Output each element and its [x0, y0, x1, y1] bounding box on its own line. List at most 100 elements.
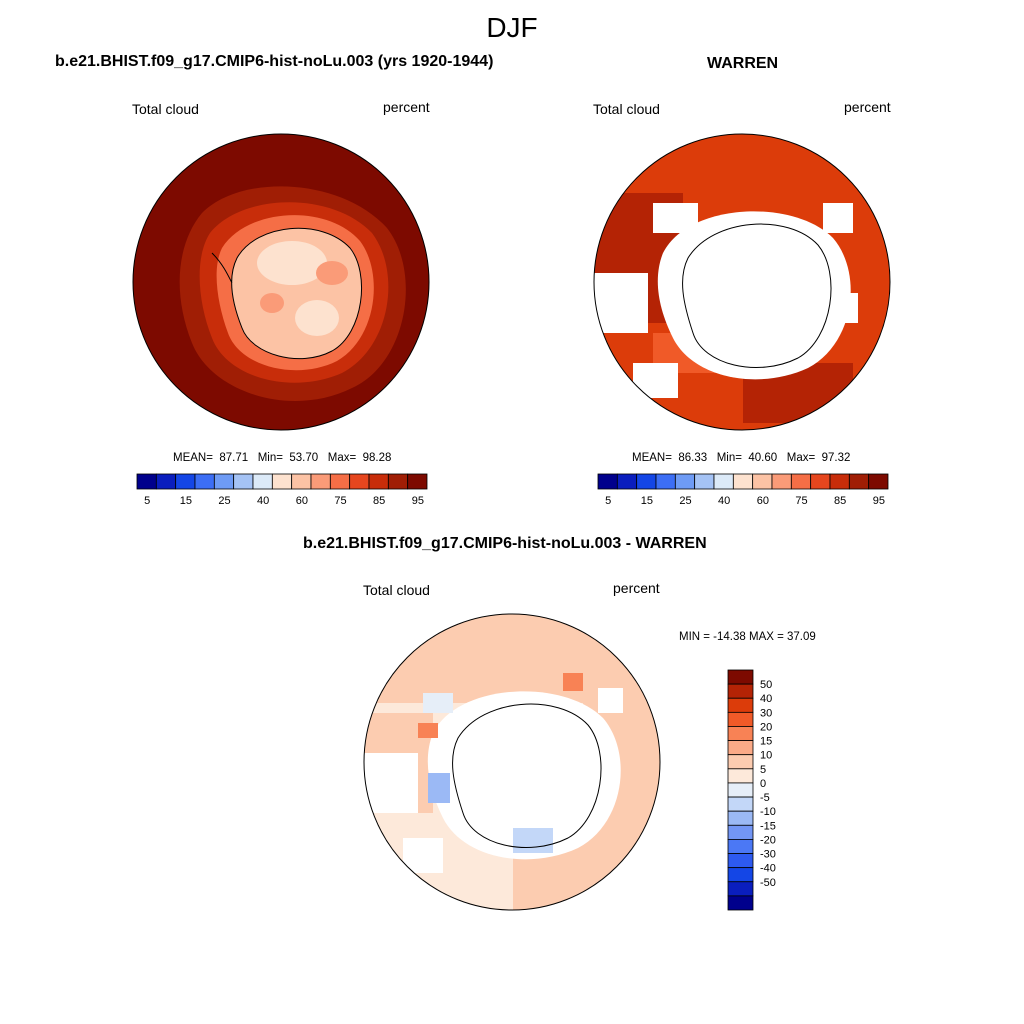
colorbar-box: [727, 740, 754, 756]
colorbar-box: [732, 473, 754, 490]
colorbar-box: [727, 796, 754, 812]
continent-interior-low: [257, 241, 327, 285]
colorbar-box: [727, 768, 754, 784]
colorbar-tick-label: -20: [760, 834, 776, 846]
right-polar-map: [593, 133, 891, 431]
colorbar-box: [291, 473, 312, 490]
colorbar-tick-label: -15: [760, 820, 776, 832]
colorbar-box: [810, 473, 831, 490]
min-value: 53.70: [289, 452, 319, 464]
diff-variable-label: Total cloud: [363, 582, 430, 598]
left-stats: MEAN= 87.71 Min= 53.70 Max= 98.28: [173, 452, 391, 464]
left-units-label: percent: [383, 99, 430, 115]
colorbar-box: [175, 473, 196, 490]
left-variable-label: Total cloud: [132, 101, 199, 117]
colorbar-box: [329, 473, 351, 490]
continent-interior-mid: [260, 293, 284, 313]
colorbar-tick-label: 75: [795, 495, 807, 507]
missing-block: [823, 203, 853, 233]
missing-block: [833, 293, 858, 323]
colorbar-tick-label: 95: [873, 495, 885, 507]
colorbar-box: [727, 697, 754, 713]
colorbar-tick-label: -30: [760, 849, 776, 861]
continent-coastline: [452, 703, 602, 849]
diff-panel-title: b.e21.BHIST.f09_g17.CMIP6-hist-noLu.003 …: [303, 535, 707, 552]
continent-coastline: [211, 227, 362, 360]
max-value: 97.32: [821, 452, 851, 464]
negative-anomaly: [513, 828, 553, 853]
mean-label: MEAN=: [173, 452, 213, 464]
min-label: Min=: [716, 452, 742, 464]
colorbar-tick-label: 15: [180, 495, 192, 507]
colorbar-tick-label: 30: [760, 707, 772, 719]
missing-block: [403, 838, 443, 873]
min-label: Min=: [257, 452, 283, 464]
colorbar-tick-label: 75: [334, 495, 346, 507]
colorbar-box: [136, 473, 157, 490]
colorbar-box: [727, 726, 754, 741]
continent-interior-mid: [316, 261, 348, 285]
colorbar-box: [349, 473, 370, 490]
colorbar-tick-label: 40: [257, 495, 269, 507]
max-label: Max=: [327, 452, 357, 464]
max-value: 98.28: [362, 452, 392, 464]
missing-block: [364, 753, 418, 813]
colorbar-box: [727, 810, 754, 826]
colorbar-box: [752, 473, 773, 490]
diff-units-label: percent: [613, 580, 660, 596]
negative-anomaly: [423, 693, 453, 713]
colorbar-tick-label: -50: [760, 877, 776, 889]
left-polar-map: [132, 133, 430, 431]
colorbar-tick-label: 50: [760, 679, 772, 691]
colorbar-tick-label: -5: [760, 792, 770, 804]
colorbar-box: [829, 473, 850, 490]
colorbar-tick-label: -10: [760, 806, 776, 818]
colorbar-box: [848, 473, 870, 490]
colorbar-tick-label: 15: [760, 736, 772, 748]
positive-anomaly: [418, 723, 438, 738]
continent-interior-low: [295, 300, 339, 336]
colorbar-box: [213, 473, 235, 490]
colorbar-tick-label: 25: [218, 495, 230, 507]
left-colorbar: 5 15 25 40 60 75 85 95: [136, 473, 428, 507]
colorbar-tick-label: 5: [605, 495, 611, 507]
colorbar-box: [407, 473, 428, 490]
right-stats: MEAN= 86.33 Min= 40.60 Max= 97.32: [632, 452, 850, 464]
right-colorbar: 5 15 25 40 60 75 85 95: [597, 473, 889, 507]
colorbar-tick-label: 5: [760, 764, 766, 776]
colorbar-box: [727, 754, 754, 770]
colorbar-box: [387, 473, 409, 490]
colorbar-box: [233, 473, 254, 490]
missing-block: [633, 363, 678, 398]
colorbar-box: [790, 473, 812, 490]
colorbar-box: [616, 473, 638, 490]
right-variable-label: Total cloud: [593, 101, 660, 117]
map-border: [363, 613, 661, 911]
colorbar-box: [155, 473, 177, 490]
colorbar-tick-label: 0: [760, 778, 766, 790]
colorbar-box: [771, 473, 792, 490]
diff-polar-map: [363, 613, 661, 911]
colorbar-tick-label: 40: [718, 495, 730, 507]
right-units-label: percent: [844, 99, 891, 115]
positive-anomaly: [563, 673, 583, 691]
colorbar-box: [727, 711, 754, 727]
colorbar-box: [727, 881, 754, 897]
colorbar-box: [727, 867, 754, 883]
colorbar-box: [655, 473, 676, 490]
colorbar-box: [271, 473, 293, 490]
missing-block: [653, 203, 698, 233]
continent-coastline: [682, 223, 832, 369]
min-value: 40.60: [748, 452, 778, 464]
colorbar-box: [727, 669, 754, 685]
left-panel-title: b.e21.BHIST.f09_g17.CMIP6-hist-noLu.003 …: [55, 53, 494, 70]
colorbar-tick-label: 5: [144, 495, 150, 507]
figure-title: DJF: [486, 12, 538, 43]
colorbar-tick-label: 10: [760, 750, 772, 762]
mean-label: MEAN=: [632, 452, 672, 464]
colorbar-box: [194, 473, 215, 490]
colorbar-tick-label: 85: [373, 495, 385, 507]
colorbar-box: [727, 839, 754, 854]
missing-continent: [427, 691, 621, 860]
